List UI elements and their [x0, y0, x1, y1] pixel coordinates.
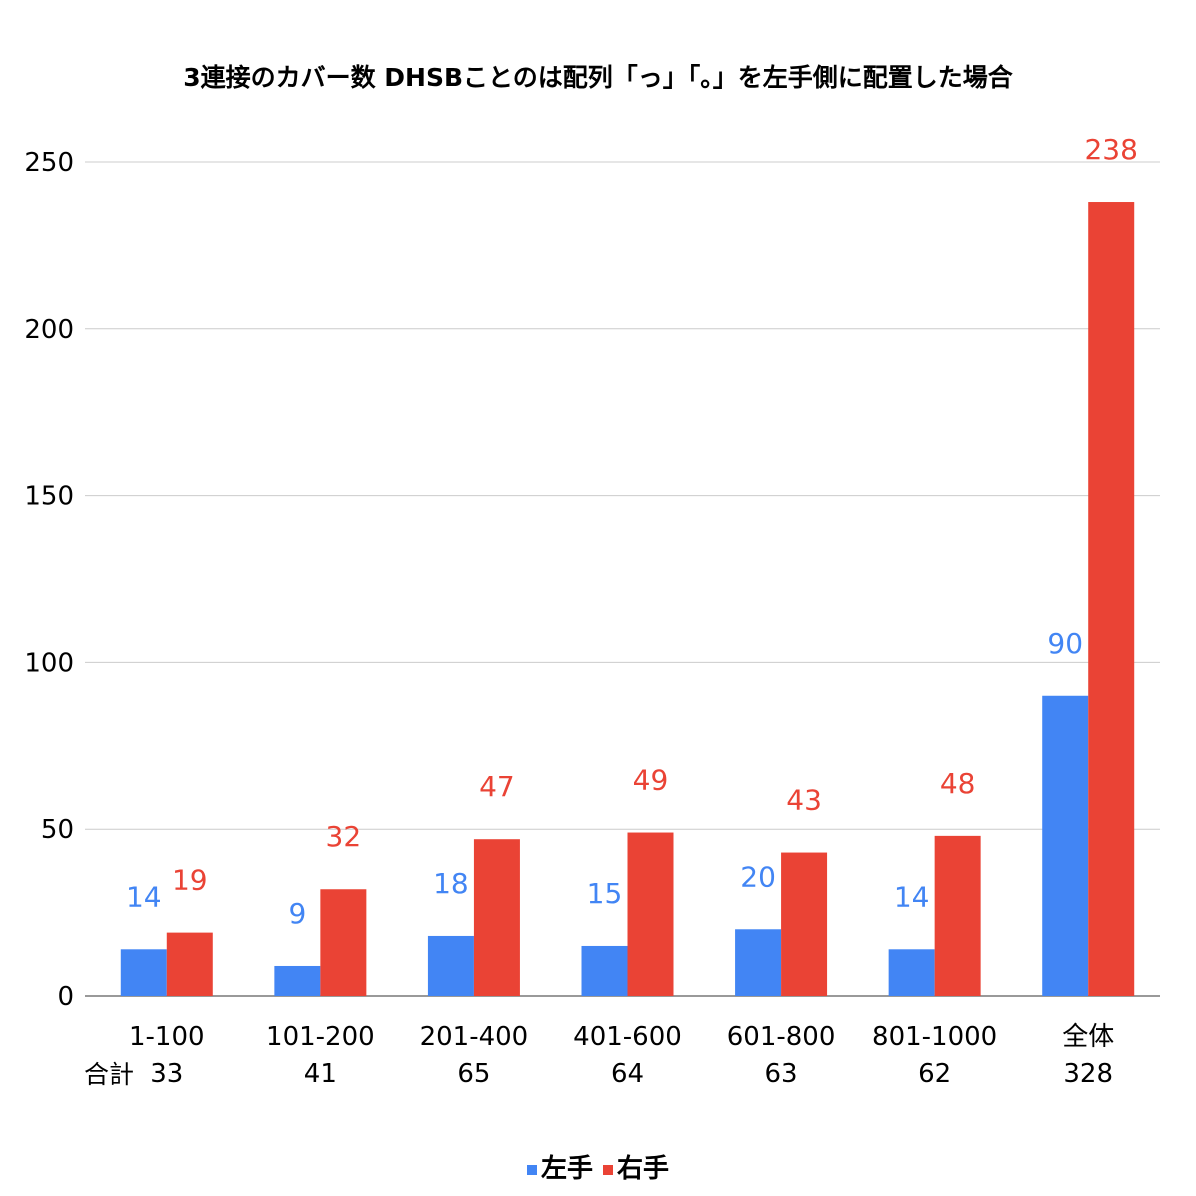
chart-title: 3連接のカバー数 DHSBことのは配列「っ」「。」を左手側に配置した場合: [183, 63, 1013, 92]
y-tick-label: 150: [24, 482, 74, 512]
data-label: 49: [633, 764, 669, 797]
data-label: 90: [1047, 627, 1083, 660]
x-tick-label: 601-800: [727, 1022, 836, 1052]
bar: [427, 935, 474, 996]
totals-row-label: 合計: [84, 1060, 135, 1089]
legend-label-right-hand: 右手: [617, 1154, 670, 1184]
x-tick-label: 201-400: [420, 1022, 529, 1052]
total-label: 65: [457, 1059, 490, 1089]
bar: [934, 835, 981, 996]
legend-swatch-left-hand: [526, 1164, 537, 1175]
total-label: 63: [765, 1059, 798, 1089]
y-tick-label: 0: [57, 982, 74, 1012]
data-label: 238: [1084, 133, 1137, 166]
data-label: 43: [786, 784, 822, 817]
bar: [627, 832, 674, 996]
y-tick-label: 200: [24, 315, 74, 345]
y-tick-label: 50: [41, 815, 74, 845]
data-label: 15: [587, 877, 623, 910]
bar: [1042, 695, 1089, 996]
bar: [581, 945, 628, 996]
bar: [781, 852, 828, 996]
data-label: 20: [740, 860, 776, 893]
total-label: 64: [611, 1059, 644, 1089]
bar: [1088, 202, 1135, 997]
bar: [473, 839, 520, 996]
y-tick-label: 250: [24, 148, 74, 178]
x-axis-labels: 1-100 33 101-200 41 201-400 65 401-600 64 601-80…: [129, 1022, 1114, 1089]
legend-swatch-right-hand: [603, 1164, 613, 1175]
data-label: 18: [433, 867, 469, 900]
x-tick-label: 101-200: [266, 1022, 375, 1052]
y-axis-ticks: 0 50 100 150 200 250: [24, 148, 74, 1012]
total-label: 33: [150, 1059, 183, 1089]
x-tick-label: 全体: [1062, 1022, 1114, 1052]
total-label: 62: [918, 1059, 951, 1089]
x-tick-label: 1-100: [129, 1022, 205, 1052]
legend: 左手 右手: [0, 1148, 1196, 1185]
data-label: 19: [172, 864, 208, 897]
bar: [320, 889, 367, 996]
data-label: 14: [894, 880, 930, 913]
x-tick-label: 401-600: [573, 1022, 682, 1052]
bar: [120, 949, 167, 996]
total-label: 41: [304, 1059, 337, 1089]
legend-label-left-hand: 左手: [540, 1154, 593, 1184]
bar: [166, 932, 213, 996]
bar: [888, 949, 935, 996]
data-label: 47: [479, 770, 515, 803]
total-label: 328: [1063, 1059, 1113, 1089]
bar: [274, 965, 321, 996]
bars: [120, 202, 1135, 997]
legend-item-right-hand: 右手: [603, 1148, 669, 1185]
bar: [735, 929, 782, 996]
data-label: 32: [326, 820, 362, 853]
data-label: 48: [940, 767, 976, 800]
data-label: 14: [126, 880, 162, 913]
gridlines: [85, 161, 1160, 997]
x-tick-label: 801-1000: [872, 1022, 997, 1052]
y-tick-label: 100: [24, 648, 74, 678]
legend-item-left-hand: 左手: [526, 1148, 593, 1185]
data-labels: 14 19 9 32 18 47 15 49 20 43 14 48 90 238: [126, 133, 1138, 930]
data-label: 9: [288, 897, 306, 930]
